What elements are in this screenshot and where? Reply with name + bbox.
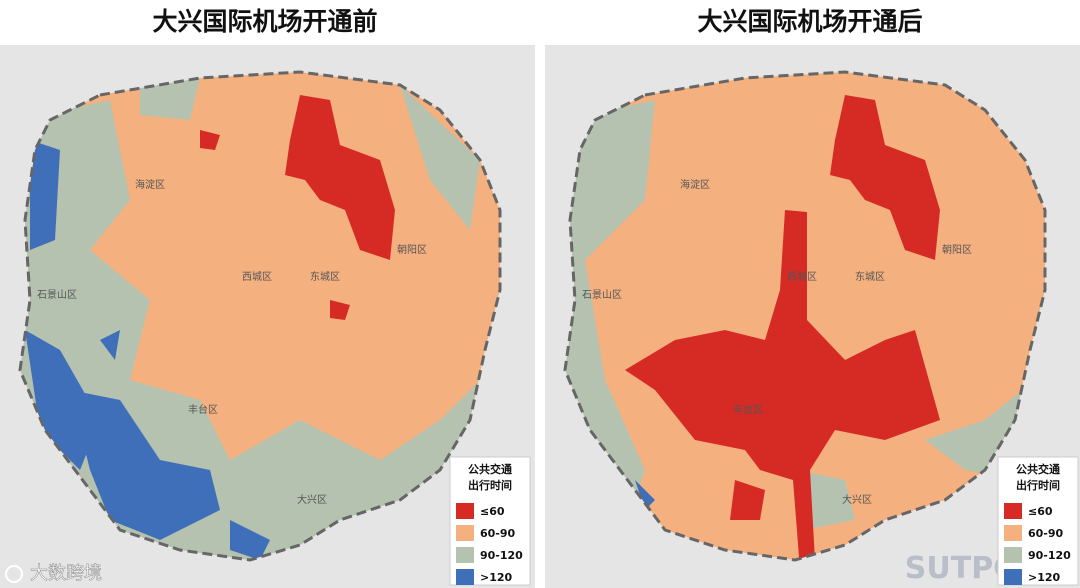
legend-label: ≤60 (1028, 505, 1053, 518)
legend-label: 60-90 (1028, 527, 1064, 540)
legend-swatch (456, 547, 474, 563)
district-label: 大兴区 (842, 493, 872, 506)
logo: SUTPC (905, 551, 1015, 586)
legend-title: 公共交通 (468, 462, 512, 476)
district-label: 大兴区 (297, 493, 327, 506)
district-label: 海淀区 (135, 178, 165, 191)
district-label: 丰台区 (188, 403, 218, 416)
district-label: 西城区 (242, 271, 272, 283)
panel-title: 大兴国际机场开通后 (697, 7, 922, 36)
watermark-icon (5, 565, 23, 583)
watermark: 大数跨境 (30, 563, 102, 584)
legend-swatch (1004, 525, 1022, 541)
legend-box (997, 456, 1079, 586)
legend-box (449, 456, 531, 586)
map-before (0, 45, 535, 588)
district-label: 东城区 (855, 270, 885, 283)
legend-label: 90-120 (1028, 549, 1071, 562)
district-label: 丰台区 (733, 403, 763, 416)
legend-swatch (456, 503, 474, 519)
legend-title: 公共交通 (1016, 462, 1060, 476)
legend-label: 90-120 (480, 549, 523, 562)
legend-swatch (1004, 503, 1022, 519)
legend-swatch (456, 525, 474, 541)
legend-swatch (456, 569, 474, 585)
legend-label: >120 (1028, 571, 1061, 584)
legend-swatch (1004, 547, 1022, 563)
legend-label: >120 (480, 571, 513, 584)
district-label: 朝阳区 (397, 244, 427, 256)
district-label: 西城区 (787, 271, 817, 283)
legend-title: 出行时间 (468, 478, 512, 492)
panel-title: 大兴国际机场开通前 (152, 7, 377, 36)
district-label: 石景山区 (582, 289, 622, 301)
district-label: 朝阳区 (942, 244, 972, 256)
district-label: 海淀区 (680, 178, 710, 191)
legend-title: 出行时间 (1016, 478, 1060, 492)
district-label: 石景山区 (37, 289, 77, 301)
map-after (545, 45, 1080, 588)
district-label: 东城区 (310, 270, 340, 283)
legend-label: 60-90 (480, 527, 516, 540)
legend-swatch (1004, 569, 1022, 585)
legend-label: ≤60 (480, 505, 505, 518)
